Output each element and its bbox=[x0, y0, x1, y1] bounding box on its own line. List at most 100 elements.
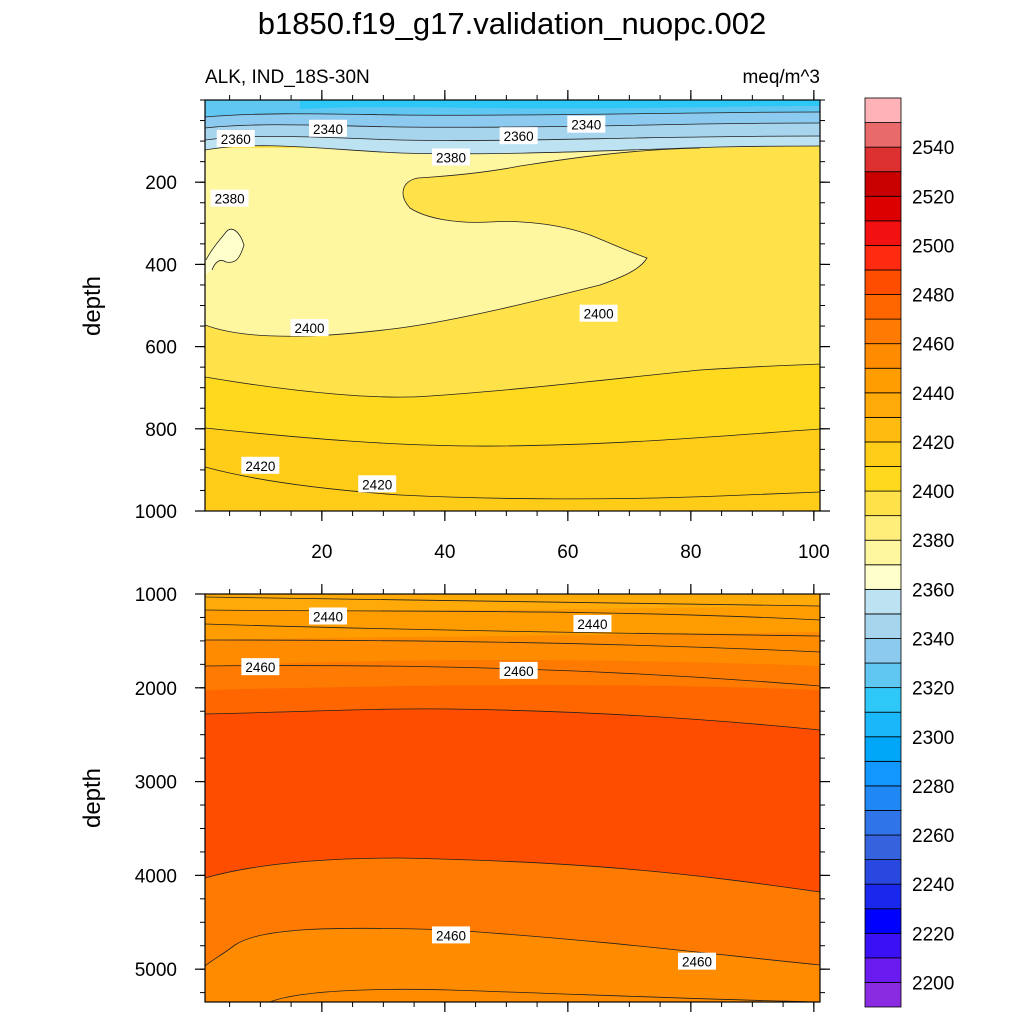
contour-label: 2460 bbox=[678, 952, 716, 970]
contour-label-text: 2380 bbox=[436, 151, 466, 166]
colorbar-box bbox=[864, 613, 902, 639]
contour-label-text: 2420 bbox=[362, 477, 392, 492]
contour-label-box bbox=[241, 658, 280, 676]
colorbar-tick-label: 2380 bbox=[912, 531, 954, 552]
colorbar-tick-label: 2440 bbox=[912, 384, 954, 405]
upper-y-axis-label: depth bbox=[79, 276, 106, 336]
colorbar-tick-label: 2260 bbox=[912, 826, 954, 847]
contour-label: 2360 bbox=[216, 130, 255, 148]
contour-label: 2400 bbox=[290, 319, 329, 337]
colorbar-box bbox=[864, 515, 902, 541]
chart-title: b1850.f19_g17.validation_nuopc.002 bbox=[258, 6, 767, 41]
contour-label-text: 2400 bbox=[584, 307, 614, 322]
lower-band-2460b bbox=[205, 928, 820, 1002]
contour-label-text: 2440 bbox=[313, 610, 343, 625]
upper-band-2330 bbox=[300, 100, 820, 109]
colorbar-tick-label: 2520 bbox=[912, 187, 954, 208]
colorbar-tick-label: 2360 bbox=[912, 580, 954, 601]
upper-x-tick-label: 80 bbox=[680, 542, 701, 563]
contour-label: 2400 bbox=[579, 304, 618, 322]
lower-plot-frame bbox=[204, 593, 821, 1003]
contour-label-box bbox=[432, 926, 470, 944]
lower-y-axis-label: depth bbox=[79, 768, 106, 828]
contour-label: 2440 bbox=[573, 615, 612, 633]
colorbar-box bbox=[864, 97, 902, 123]
upper-x-ticks: 20 40 60 80 100 bbox=[229, 90, 830, 563]
colorbar-box bbox=[864, 760, 902, 787]
lower-band-2440 bbox=[205, 594, 820, 611]
contour-label-box bbox=[678, 952, 716, 970]
contour-label: 2380 bbox=[432, 148, 470, 166]
contour-label-box bbox=[216, 130, 255, 148]
colorbar-tick-label: 2280 bbox=[912, 777, 954, 798]
colorbar-box bbox=[864, 982, 902, 1008]
contour-label-text: 2360 bbox=[221, 132, 251, 147]
contour-label-box bbox=[567, 115, 606, 133]
upper-tongue-2380 bbox=[205, 100, 820, 337]
colorbar-box bbox=[864, 269, 902, 295]
contour-label: 2420 bbox=[358, 475, 397, 493]
colorbar-tick-label: 2220 bbox=[912, 924, 954, 945]
colorbar-box bbox=[864, 564, 902, 590]
colorbar-box bbox=[864, 736, 902, 762]
colorbar-box bbox=[864, 957, 902, 983]
contour-label-box bbox=[241, 456, 280, 474]
colorbar-tick-label: 2200 bbox=[912, 973, 954, 994]
contour-label-text: 2460 bbox=[504, 664, 534, 679]
colorbar-box bbox=[864, 343, 902, 369]
upper-x-tick-label: 20 bbox=[311, 542, 332, 563]
colorbar-box bbox=[864, 810, 902, 836]
lower-y-tick-label: 3000 bbox=[135, 773, 177, 794]
contour-label-box bbox=[499, 127, 538, 145]
contour-label-text: 2420 bbox=[245, 459, 275, 474]
upper-y-ticks: 200 400 600 800 1000 bbox=[135, 99, 830, 523]
colorbar-box bbox=[864, 441, 902, 467]
contour-label-box bbox=[290, 319, 329, 337]
contour-label-box bbox=[309, 119, 347, 137]
upper-panel: 200 400 600 800 1000 20 40 60 80 100 2340 2340 236… bbox=[79, 90, 830, 563]
colorbar-box bbox=[864, 146, 902, 173]
colorbar-tick-label: 2240 bbox=[912, 875, 954, 896]
lower-y-tick-label: 5000 bbox=[135, 960, 177, 981]
contour-label-box bbox=[499, 661, 538, 679]
colorbar-box bbox=[864, 785, 902, 811]
colorbar-box bbox=[864, 318, 902, 345]
contour-label: 2360 bbox=[499, 127, 538, 145]
contour-label: 2340 bbox=[309, 119, 347, 137]
contour-label-text: 2340 bbox=[313, 122, 343, 137]
upper-y-tick-label: 600 bbox=[145, 338, 177, 359]
colorbar-box bbox=[864, 294, 902, 320]
upper-x-tick-label: 40 bbox=[434, 542, 455, 563]
colorbar-tick-label: 2420 bbox=[912, 433, 954, 454]
lower-y-ticks: 1000 2000 3000 4000 5000 bbox=[135, 585, 830, 994]
colorbar-box bbox=[864, 220, 902, 246]
contour-label: 2380 bbox=[210, 189, 249, 207]
lower-panel: 1000 2000 3000 4000 5000 2440 2440 2460 2460 246… bbox=[79, 584, 830, 1012]
contour-label-text: 2460 bbox=[682, 955, 712, 970]
lower-y-tick-label: 2000 bbox=[135, 679, 177, 700]
contour-label: 2420 bbox=[241, 456, 280, 474]
colorbar-tick-label: 2300 bbox=[912, 728, 954, 749]
lower-y-tick-label: 1000 bbox=[135, 585, 177, 606]
colorbar-box bbox=[864, 883, 902, 910]
colorbar-box bbox=[864, 711, 902, 738]
upper-contour-lines bbox=[205, 111, 820, 500]
colorbar-box bbox=[864, 859, 902, 885]
contour-label: 2460 bbox=[499, 661, 538, 679]
contour-label: 2340 bbox=[567, 115, 606, 133]
contour-label-text: 2460 bbox=[436, 928, 466, 943]
upper-y-tick-label: 200 bbox=[145, 173, 177, 194]
contour-label-text: 2380 bbox=[215, 192, 245, 207]
colorbar-box bbox=[864, 539, 902, 566]
colorbar-box bbox=[864, 416, 902, 443]
upper-y-tick-label: 800 bbox=[145, 420, 177, 441]
colorbar-box bbox=[864, 687, 902, 713]
colorbar-box bbox=[864, 245, 902, 271]
lower-x-ticks bbox=[229, 584, 815, 1012]
contour-label: 2460 bbox=[432, 926, 470, 944]
contour-label-text: 2360 bbox=[504, 129, 534, 144]
contour-label-box bbox=[573, 615, 612, 633]
upper-contour-labels: 2340 2340 2360 2360 2380 2380 2400 2400 2420 2420 bbox=[210, 115, 618, 493]
variable-label: ALK, IND_18S-30N bbox=[205, 67, 370, 88]
